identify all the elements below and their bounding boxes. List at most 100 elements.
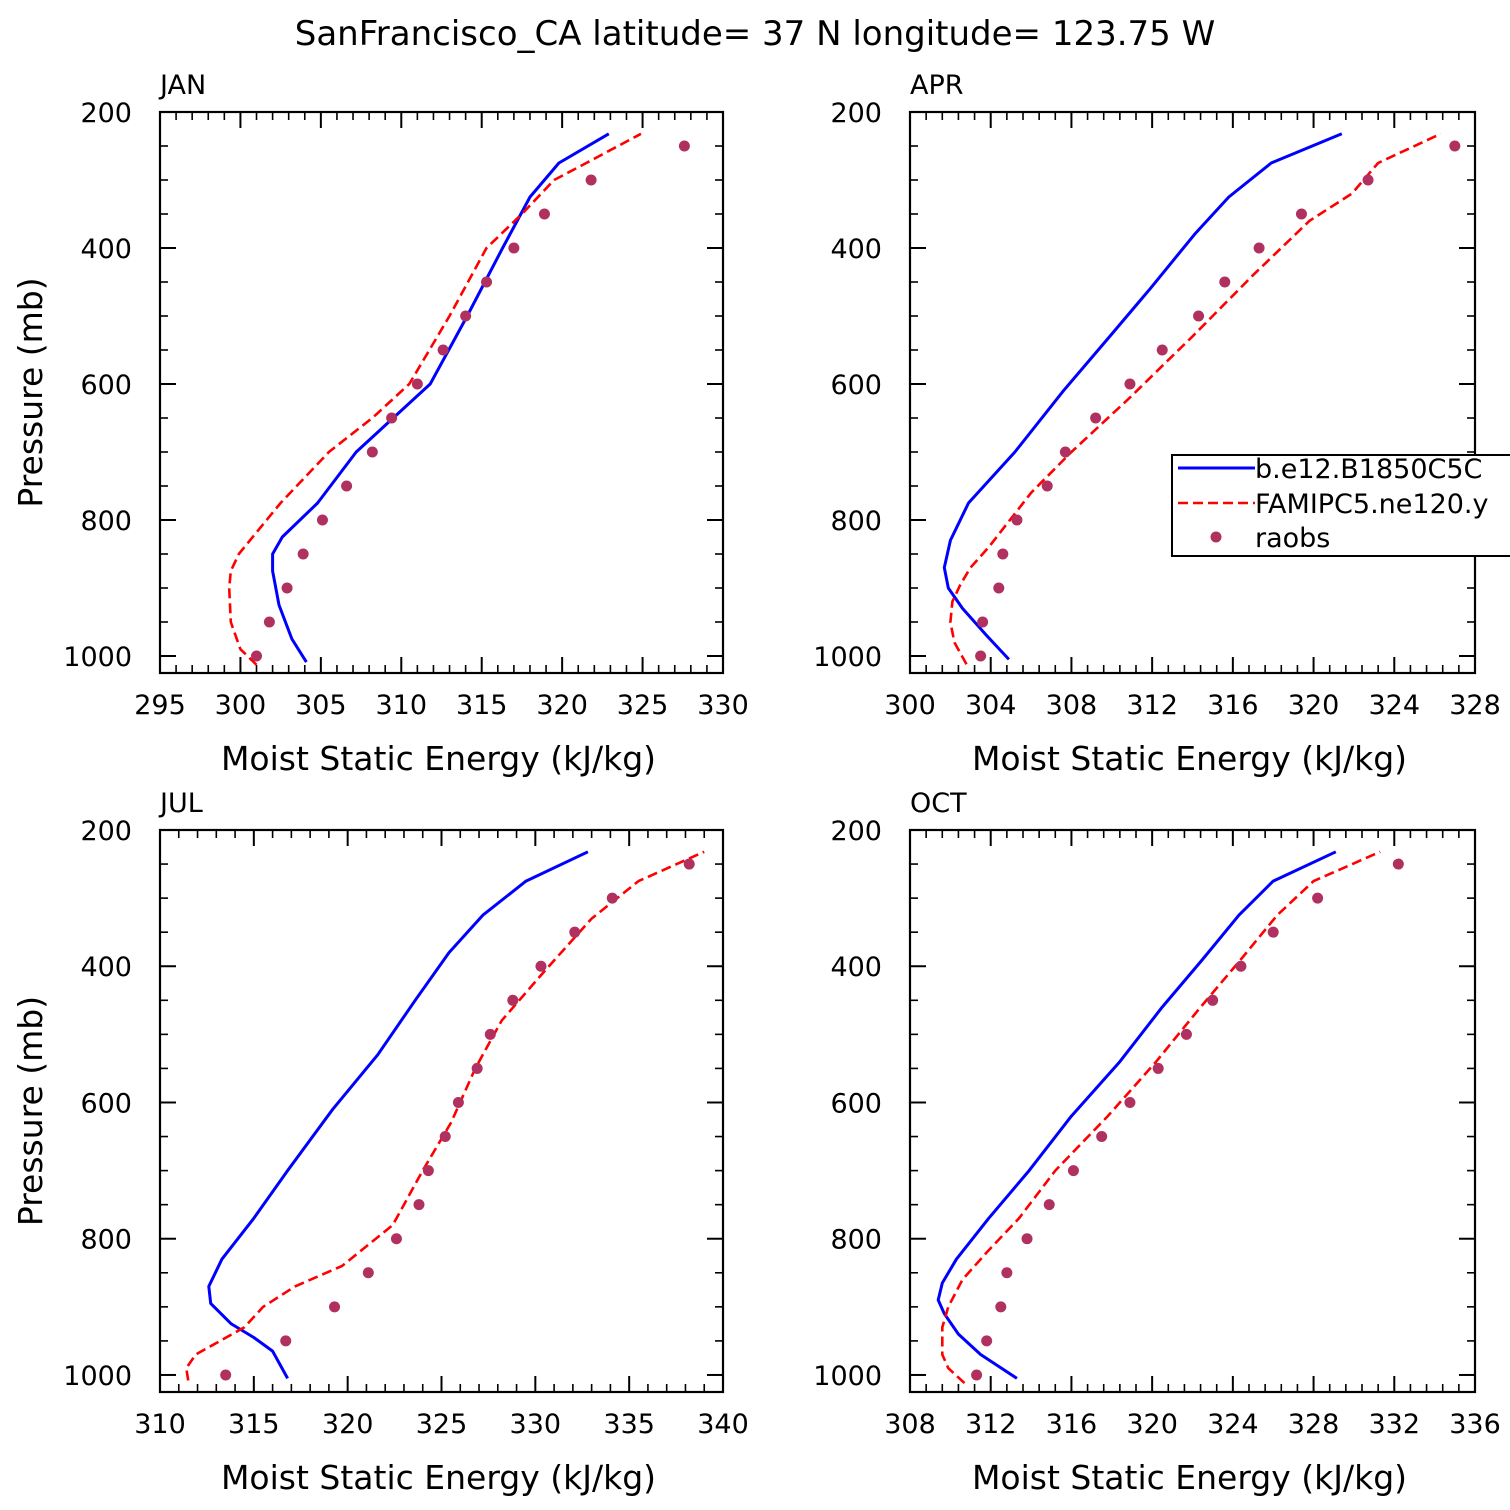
raobs-point [538,208,550,220]
x-tick-label: 305 [295,690,347,721]
x-tick-label: 310 [134,1409,186,1440]
x-tick-label: 316 [1046,1409,1098,1440]
x-tick-label: 315 [456,690,508,721]
y-tick-label: 1000 [63,1361,132,1392]
x-tick-label: 320 [536,690,588,721]
raobs-point [220,1369,232,1381]
raobs-point [316,514,328,526]
x-tick-label: 308 [884,1409,936,1440]
y-tick-label: 400 [830,234,882,265]
raobs-point [437,344,449,356]
raobs-point [471,1062,483,1074]
y-tick-label: 1000 [813,1361,882,1392]
panel-label: APR [910,70,964,101]
plot-frame [908,828,1477,1394]
raobs-point [981,1335,993,1347]
raobs-point [481,276,493,288]
raobs-point [280,1335,292,1347]
raobs-point [297,548,309,560]
raobs-point [1193,310,1205,322]
series-line-solid [207,850,589,1380]
x-tick-label: 340 [697,1409,749,1440]
panel-label: OCT [910,788,967,819]
raobs-point [975,650,987,662]
legend-box [1171,454,1510,557]
x-tick-label: 320 [322,1409,374,1440]
x-tick-label: 308 [1046,690,1098,721]
series-line-dashed [940,850,1381,1385]
raobs-point [683,858,695,870]
x-tick-label: 312 [1126,690,1178,721]
raobs-point [1043,1199,1055,1211]
raobs-point [1312,892,1324,904]
raobs-point [413,1199,425,1211]
series-line-solid [936,850,1337,1380]
raobs-point [1207,994,1219,1006]
y-tick-label: 400 [830,952,882,983]
x-tick-label: 325 [617,690,669,721]
raobs-point [329,1301,341,1313]
x-tick-label: 300 [215,690,267,721]
x-tick-label: 320 [1288,690,1340,721]
plot-frame [158,110,725,675]
raobs-point [1152,1062,1164,1074]
raobs-point [362,1267,374,1279]
y-tick-label: 200 [80,816,132,847]
raobs-point [1156,344,1168,356]
raobs-point [1392,858,1404,870]
legend-label: b.e12.B1850C5C [1255,454,1482,485]
y-tick-label: 1000 [813,642,882,673]
series-line-dashed [949,132,1442,665]
panel-jan: 295 300 305 310 315 320 325 330 200 400 600 800 1000… [11,70,749,778]
panel-apr: 300 304 308 312 316 320 324 328 200 400 600 800 1000… [813,70,1500,778]
raobs-point [678,140,690,152]
raobs-point [1059,446,1071,458]
raobs-point [977,616,989,628]
raobs-point [1295,208,1307,220]
x-tick-label: 315 [228,1409,280,1440]
raobs-point [606,892,618,904]
y-tick-label: 600 [80,370,132,401]
series-group [185,850,705,1381]
raobs-point [1267,926,1279,938]
raobs-point [1219,276,1231,288]
legend-label: raobs [1255,523,1330,554]
raobs-point [995,1301,1007,1313]
y-tick-label: 800 [830,1225,882,1256]
raobs-point [535,960,547,972]
x-axis-label: Moist Static Energy (kJ/kg) [221,1458,656,1497]
x-tick-label: 328 [1288,1409,1340,1440]
legend-label: FAMIPC5.ne120.y [1255,489,1489,520]
series-line-dashed [185,850,705,1381]
y-tick-label: 1000 [63,642,132,673]
y-tick-label: 200 [830,816,882,847]
x-tick-label: 300 [884,690,936,721]
y-tick-label: 600 [830,370,882,401]
x-tick-label: 310 [376,690,428,721]
raobs-point [1011,514,1023,526]
x-tick-label: 335 [603,1409,655,1440]
raobs-point [1253,242,1265,254]
raobs-point [1001,1267,1013,1279]
raobs-point [1067,1165,1079,1177]
y-tick-label: 200 [830,98,882,129]
series-group [227,132,690,666]
y-tick-label: 600 [80,1088,132,1119]
y-axis-label: Pressure (mb) [11,277,50,507]
series-line-solid [271,132,610,663]
x-tick-label: 325 [416,1409,468,1440]
panel-label: JAN [158,70,206,101]
raobs-point [1124,378,1136,390]
raobs-point [386,412,398,424]
x-tick-label: 324 [1207,1409,1259,1440]
raobs-point [460,310,472,322]
raobs-point [452,1096,464,1108]
x-tick-label: 312 [965,1409,1017,1440]
raobs-point [263,616,275,628]
y-tick-label: 800 [80,1225,132,1256]
x-tick-label: 330 [510,1409,562,1440]
figure-title: SanFrancisco_CA latitude= 37 N longitude… [295,14,1216,54]
panel-oct: 308 312 316 320 324 328 332 336 200 400 600 800 1000… [813,788,1500,1497]
